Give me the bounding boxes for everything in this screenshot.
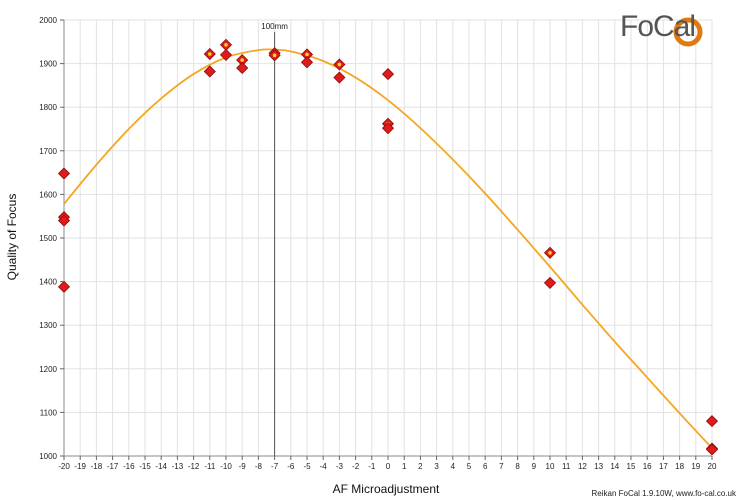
fit-curve: [63, 48, 713, 449]
x-tick-label: 16: [643, 462, 652, 471]
x-tick-label: -19: [74, 462, 86, 471]
data-point: [381, 122, 395, 135]
x-tick-label: 6: [483, 462, 488, 471]
x-tick-label: 13: [594, 462, 603, 471]
y-tick-label: 1800: [39, 103, 57, 112]
x-tick-label: 4: [451, 462, 456, 471]
x-tick-label: -20: [58, 462, 70, 471]
x-tick-label: -7: [271, 462, 279, 471]
data-point: [705, 443, 719, 456]
x-tick-label: 20: [708, 462, 717, 471]
data-point: [543, 276, 557, 289]
x-tick-label: 0: [386, 462, 391, 471]
x-tick-label: 19: [691, 462, 700, 471]
x-tick-label: 12: [578, 462, 587, 471]
y-tick-label: 1200: [39, 365, 57, 374]
x-tick-label: 18: [675, 462, 684, 471]
x-tick-label: -18: [91, 462, 103, 471]
x-tick-labels: -20 -19 -18 -17 -16 -15 -14 -13 -12 -11 -10 -9 -8 -7-…: [58, 456, 717, 471]
fit-curve-group: [63, 48, 713, 449]
y-axis-title: Quality of Focus: [5, 194, 19, 281]
data-points: [57, 38, 719, 456]
logo-ring: [673, 17, 703, 47]
x-tick-label: -11: [204, 462, 216, 471]
data-point: [300, 56, 314, 69]
x-tick-label: -16: [123, 462, 135, 471]
x-tick-label: 5: [467, 462, 472, 471]
x-tick-label: -14: [155, 462, 167, 471]
data-point: [381, 67, 395, 81]
x-axis-title: AF Microadjustment: [333, 482, 440, 496]
x-tick-label: -1: [368, 462, 376, 471]
x-tick-label: 8: [515, 462, 520, 471]
x-tick-label: 17: [659, 462, 668, 471]
x-tick-label: -15: [139, 462, 151, 471]
data-point-highlight: [272, 53, 277, 58]
x-tick-label: -2: [352, 462, 360, 471]
x-tick-label: -10: [220, 462, 232, 471]
x-tick-label: 15: [627, 462, 636, 471]
x-tick-label: -5: [303, 462, 311, 471]
x-tick-label: 2: [418, 462, 423, 471]
x-tick-label: 3: [434, 462, 439, 471]
x-tick-label: -9: [239, 462, 247, 471]
x-tick-label: -12: [188, 462, 200, 471]
x-tick-label: 7: [499, 462, 504, 471]
y-tick-label: 1500: [39, 234, 57, 243]
marker-line-group: 100mm: [261, 22, 288, 456]
y-tick-label: 2000: [39, 16, 57, 25]
y-tick-label: 1300: [39, 321, 57, 330]
data-point: [57, 167, 71, 180]
x-tick-label: 11: [562, 462, 571, 471]
grid: [63, 19, 713, 457]
y-tick-label: 1100: [40, 408, 58, 417]
data-point: [236, 61, 249, 75]
x-tick-label: -8: [255, 462, 263, 471]
x-tick-label: -13: [172, 462, 184, 471]
x-tick-label: -3: [336, 462, 344, 471]
x-tick-label: -6: [287, 462, 295, 471]
x-tick-label: 9: [532, 462, 537, 471]
x-tick-label: 10: [546, 462, 555, 471]
data-point-highlight: [240, 58, 244, 62]
data-point: [705, 415, 719, 428]
marker-line-label: 100mm: [261, 22, 288, 31]
data-point-highlight: [208, 52, 212, 56]
x-tick-label: -17: [107, 462, 119, 471]
x-tick-label: 1: [402, 462, 407, 471]
x-tick-label: -4: [320, 462, 328, 471]
data-point: [57, 280, 71, 293]
y-tick-label: 1000: [39, 452, 57, 461]
data-point-highlight: [337, 62, 342, 67]
footer-credit: Reikan FoCal 1.9.10W, www.fo-cal.co.uk: [591, 489, 736, 498]
x-tick-label: 14: [610, 462, 619, 471]
data-point: [203, 65, 216, 78]
data-point: [333, 71, 346, 84]
y-tick-label: 1900: [39, 60, 57, 69]
focal-logo: FoCal: [620, 10, 724, 55]
y-tick-label: 1400: [39, 278, 57, 287]
logo-text: FoCal: [620, 10, 696, 43]
y-tick-labels: 1000 1100 1200 1300 1400 1500 1600 1700 1800 1900…: [39, 16, 64, 461]
data-point-highlight: [224, 43, 228, 47]
data-point: [57, 214, 71, 227]
data-point: [219, 48, 233, 61]
y-tick-label: 1700: [39, 147, 57, 156]
data-point-highlight: [305, 52, 309, 57]
data-point-highlight: [548, 251, 552, 255]
y-tick-label: 1600: [39, 190, 57, 199]
